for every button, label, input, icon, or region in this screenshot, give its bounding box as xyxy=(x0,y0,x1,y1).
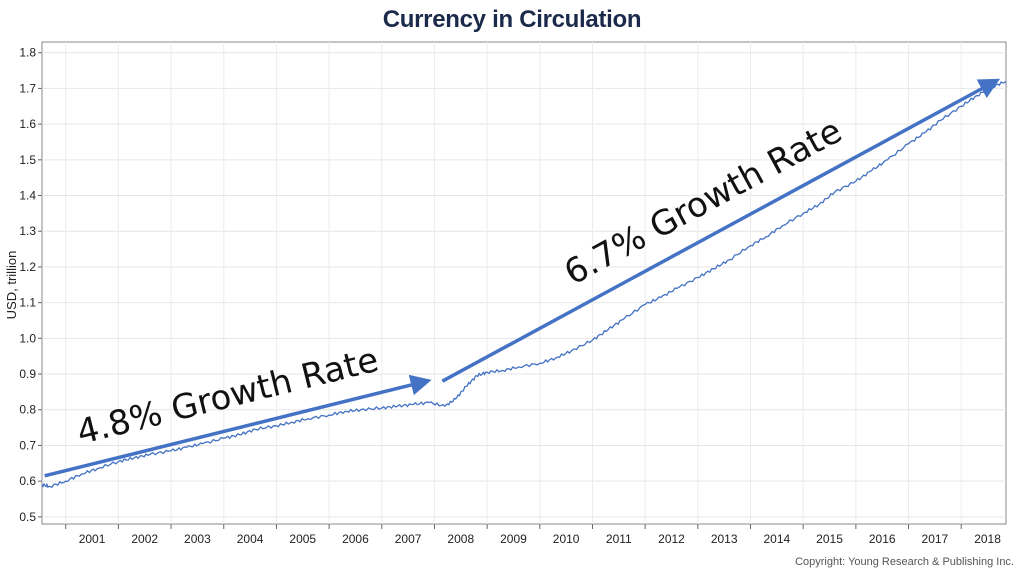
y-tick-label: 0.5 xyxy=(19,510,36,524)
x-tick-label: 2010 xyxy=(553,532,580,546)
x-tick-label: 2015 xyxy=(816,532,843,546)
annotation-arrow xyxy=(441,78,1001,383)
y-tick-label: 1.1 xyxy=(19,296,36,310)
y-tick-label: 1.2 xyxy=(19,260,36,274)
x-tick-label: 2009 xyxy=(500,532,527,546)
x-tick-label: 2016 xyxy=(869,532,896,546)
y-tick-label: 0.9 xyxy=(19,367,36,381)
x-tick-label: 2003 xyxy=(184,532,211,546)
x-tick-label: 2013 xyxy=(711,532,738,546)
y-axis-label: USD, trillion xyxy=(4,251,19,320)
x-tick-label: 2008 xyxy=(447,532,474,546)
x-tick-label: 2004 xyxy=(237,532,264,546)
x-tick-label: 2017 xyxy=(922,532,949,546)
y-tick-label: 1.4 xyxy=(19,189,36,203)
x-tick-label: 2012 xyxy=(658,532,685,546)
y-tick-label: 1.5 xyxy=(19,153,36,167)
x-tick-label: 2007 xyxy=(395,532,422,546)
series-line xyxy=(41,80,1007,489)
y-tick-label: 0.8 xyxy=(19,403,36,417)
y-tick-label: 0.6 xyxy=(19,474,36,488)
copyright-text: Copyright: Young Research & Publishing I… xyxy=(795,556,1014,568)
x-tick-label: 2006 xyxy=(342,532,369,546)
x-tick-label: 2018 xyxy=(974,532,1001,546)
x-tick-label: 2014 xyxy=(764,532,791,546)
y-tick-label: 1.8 xyxy=(19,46,36,60)
plot-area xyxy=(41,41,1007,525)
x-tick-label: 2002 xyxy=(131,532,158,546)
x-tick-label: 2011 xyxy=(606,532,632,546)
y-tick-label: 1.0 xyxy=(19,331,36,345)
annotation-arrow xyxy=(44,374,432,478)
y-tick-label: 1.3 xyxy=(19,224,36,238)
chart-title: Currency in Circulation xyxy=(382,6,642,33)
x-tick-label: 2001 xyxy=(79,532,106,546)
x-tick-label: 2005 xyxy=(289,532,316,546)
y-axis: 0.5 0.6 0.7 0.8 0.9 1.0 1.1 1.2 1.3 1.4 1.5 1.6 1.7 1… xyxy=(19,46,42,524)
grid-lines xyxy=(42,42,1006,524)
x-axis: 2001 2002 2003 2004 2005 2006 2007 2008 2009 2010… xyxy=(65,524,1001,546)
y-tick-label: 1.6 xyxy=(19,117,36,131)
y-tick-label: 1.7 xyxy=(19,81,36,95)
y-tick-label: 0.7 xyxy=(19,438,36,452)
